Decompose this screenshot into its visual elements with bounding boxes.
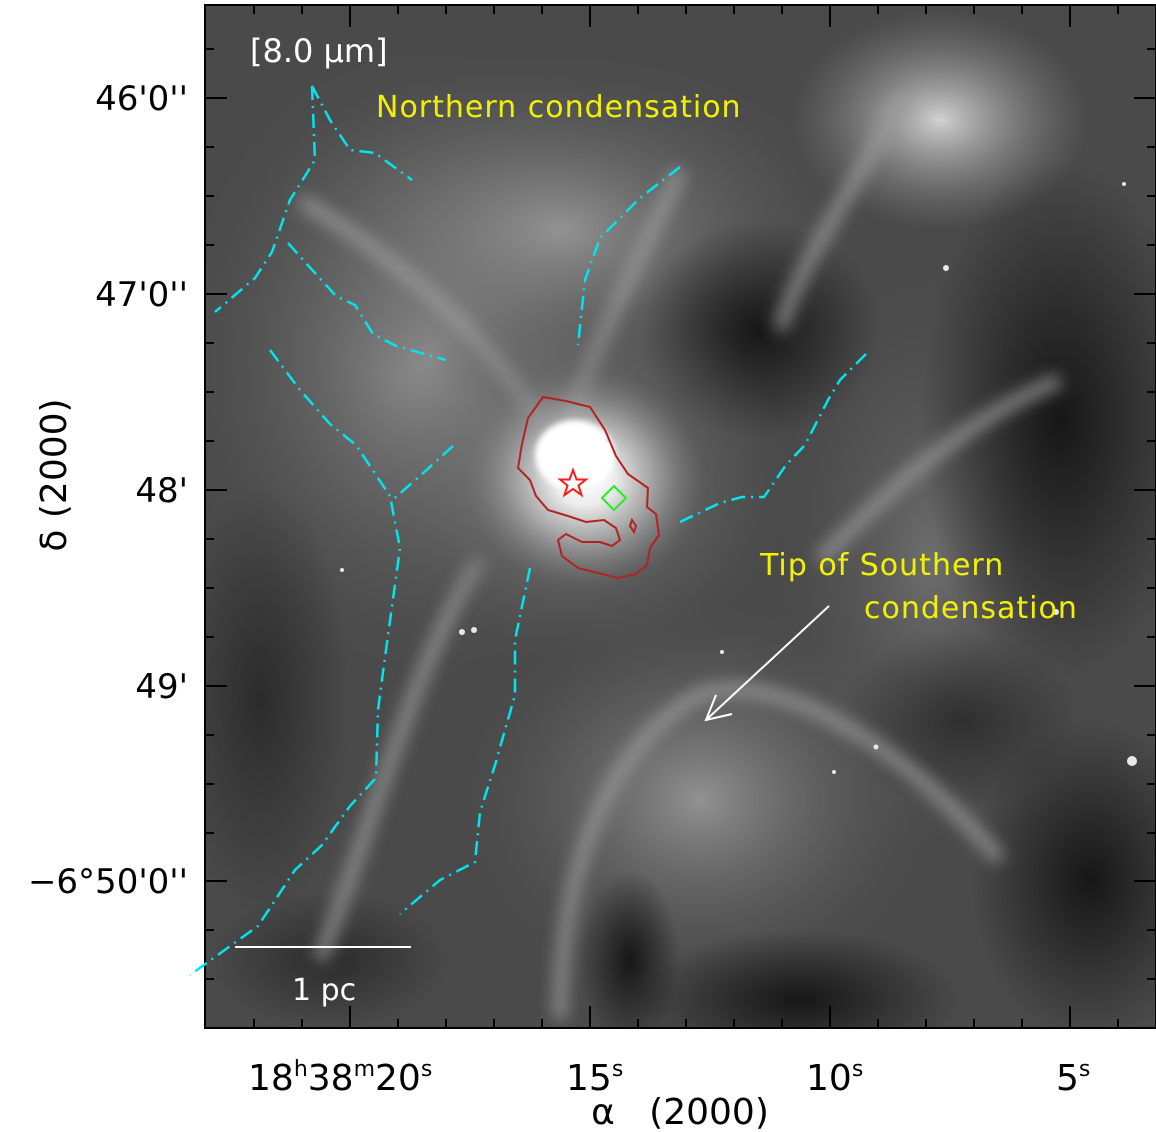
northern-condensation-label: Northern condensation <box>376 90 742 125</box>
x-tick-label-1: 15s <box>566 1057 623 1099</box>
y-tick-label: 48' <box>135 471 188 511</box>
x-tick-label-0: 18h38m20s <box>248 1057 432 1099</box>
scale-bar-label: 1 pc <box>292 973 356 1008</box>
y-tick-label: −6°50'0'' <box>28 862 188 902</box>
red-contour <box>516 395 661 580</box>
x-tick-labels: 18h38m20s 15s 10s 5s <box>248 1057 1090 1099</box>
y-tick-label: 46'0'' <box>95 79 188 119</box>
outline-south-west <box>399 567 532 915</box>
axis-ticks <box>205 5 1156 1028</box>
y-tick-label: 49' <box>135 667 188 707</box>
y-tick-label: 47'0'' <box>95 275 188 315</box>
x-tick-label-3: 5s <box>1056 1057 1090 1099</box>
arrow-icon <box>704 605 830 722</box>
y-tick-labels: 46'0'' 47'0'' 48' 49' −6°50'0'' <box>28 79 188 902</box>
cyan-outline-lines <box>189 85 867 977</box>
band-label: [8.0 μm] <box>250 32 388 70</box>
y-axis-label: δ (2000) <box>34 398 75 551</box>
outline-west-bubble <box>189 349 402 977</box>
x-tick-label-2: 10s <box>806 1057 863 1099</box>
x-axis-label: α (2000) <box>591 1092 769 1132</box>
outline-north-channel <box>576 166 681 346</box>
outline-north-west-3 <box>287 242 447 362</box>
sky-image <box>205 5 1156 1028</box>
outline-north-west-1 <box>214 85 317 313</box>
plot-frame <box>204 4 1156 1029</box>
southern-condensation-label-line2: condensation <box>864 591 1078 626</box>
outline-north-west-2 <box>310 85 413 182</box>
southern-condensation-label-line1: Tip of Southern <box>759 548 1004 583</box>
diamond-icon <box>600 484 628 512</box>
star-icon <box>557 467 589 498</box>
